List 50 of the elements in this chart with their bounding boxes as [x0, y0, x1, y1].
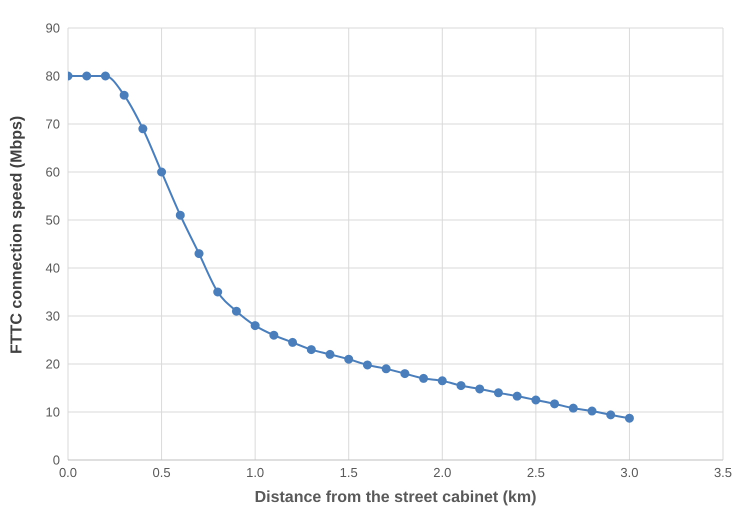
y-tick-label: 80	[46, 68, 60, 84]
point	[120, 90, 129, 100]
point	[269, 330, 278, 340]
point	[382, 364, 391, 374]
y-tick-label: 60	[46, 164, 60, 180]
point	[624, 414, 634, 423]
point	[494, 388, 503, 398]
point	[568, 404, 578, 413]
point	[250, 321, 260, 330]
x-tick-label: 3.5	[714, 465, 732, 480]
point	[475, 384, 484, 394]
y-tick-label: 20	[46, 356, 60, 372]
point	[419, 374, 428, 383]
x-tick-label: 1.5	[340, 465, 358, 480]
point	[362, 360, 372, 370]
point	[194, 249, 204, 258]
x-tick-label: 2.5	[526, 465, 545, 480]
y-tick-label: 0	[52, 452, 60, 468]
point	[344, 354, 354, 364]
y-tick-label: 90	[46, 20, 60, 36]
point	[176, 210, 185, 220]
point	[138, 124, 148, 134]
y-tick-label: 70	[46, 116, 60, 132]
point	[326, 350, 334, 359]
x-axis-title: Distance from the street cabinet (km)	[254, 489, 536, 506]
point	[512, 392, 522, 401]
x-tick-label: 2.0	[433, 465, 452, 480]
point	[306, 345, 316, 354]
point	[400, 369, 410, 378]
y-tick-label: 30	[46, 308, 60, 324]
point	[456, 381, 466, 390]
point	[288, 338, 298, 347]
point	[232, 306, 241, 316]
x-tick-label: 3.0	[620, 465, 638, 480]
y-tick-label: 40	[46, 260, 60, 276]
point	[100, 72, 110, 80]
x-tick-label: 1.0	[246, 465, 264, 480]
point	[531, 396, 540, 404]
point	[157, 168, 166, 176]
point	[438, 376, 447, 386]
y-tick-label: 50	[46, 212, 60, 228]
y-axis-title: FTTC connection speed (Mbps)	[8, 116, 26, 354]
x-tick-label: 0.5	[152, 465, 171, 480]
point	[606, 410, 616, 420]
point	[588, 406, 596, 416]
x-tick-label: 0.0	[58, 465, 78, 480]
point	[213, 288, 222, 296]
point	[82, 72, 92, 80]
point	[550, 399, 560, 408]
y-tick-label: 10	[46, 404, 60, 420]
